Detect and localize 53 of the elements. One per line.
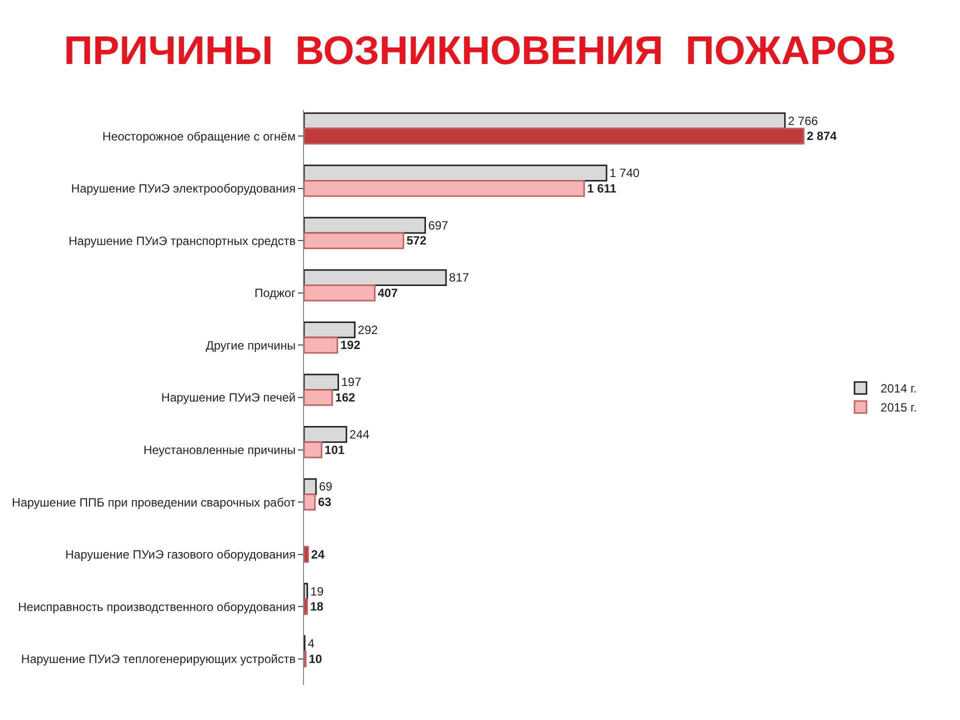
bar (304, 336, 338, 354)
data-label: 69 (319, 480, 333, 494)
y-tick-label: Неисправность производственного оборудования (18, 600, 296, 614)
y-tick-label: Нарушение ПУиЭ печей (161, 390, 296, 405)
data-label: 1 611 (587, 181, 617, 196)
bar (304, 232, 404, 250)
data-label: 101 (324, 442, 345, 457)
bar (304, 389, 333, 406)
bar (304, 582, 308, 600)
data-label: 572 (406, 234, 427, 248)
data-label: 19 (310, 584, 324, 598)
data-label: 10 (308, 652, 322, 666)
y-tick-label: Поджог (254, 286, 296, 300)
legend-label: 2014 г. (880, 382, 917, 396)
bar (304, 164, 608, 182)
data-label: 292 (358, 322, 378, 337)
bar (304, 374, 339, 391)
y-tick-label: Неосторожное обращение с огнём (102, 129, 296, 144)
bar (304, 441, 322, 458)
data-label: 1 740 (610, 166, 640, 180)
data-label: 24 (311, 547, 325, 562)
data-label: 18 (310, 600, 324, 614)
data-label: 4 (308, 636, 315, 651)
y-tick-label: Нарушение ПУиЭ теплогенерирующих устройств (21, 652, 296, 666)
y-tick-label: Нарушение ПУиЭ транспортных средств (68, 234, 296, 248)
bar (304, 598, 308, 616)
bar (304, 269, 447, 286)
bar (304, 180, 585, 197)
bar (304, 284, 376, 302)
bar (304, 426, 348, 443)
legend-label: 2015 г. (880, 400, 917, 415)
bar (304, 321, 356, 338)
y-tick-label: Другие причины (206, 338, 296, 352)
data-label: 63 (318, 495, 332, 510)
data-label: 697 (428, 218, 449, 232)
y-tick-label: Нарушение ПУиЭ электрооборудования (71, 182, 296, 196)
y-tick-label: Неустановленные причины (143, 442, 296, 457)
data-label: 2 874 (806, 129, 838, 144)
bar (304, 216, 426, 234)
bar (304, 494, 316, 510)
data-label: 162 (335, 390, 356, 404)
bar (304, 128, 804, 145)
data-label: 192 (340, 338, 361, 352)
data-label: 817 (449, 270, 470, 285)
data-label: 2 766 (788, 114, 818, 128)
data-label: 197 (341, 375, 362, 390)
data-label: 244 (349, 427, 370, 442)
bar (304, 546, 309, 563)
y-tick-label: Нарушение ПУиЭ газового оборудования (65, 548, 296, 562)
chart-title: ПРИЧИНЫ ВОЗНИКНОВЕНИЯ ПОЖАРОВ (64, 29, 896, 73)
bar (304, 478, 317, 496)
y-tick-label: Нарушение ППБ при проведении сварочных работ (12, 495, 296, 510)
data-label: 407 (378, 286, 398, 300)
